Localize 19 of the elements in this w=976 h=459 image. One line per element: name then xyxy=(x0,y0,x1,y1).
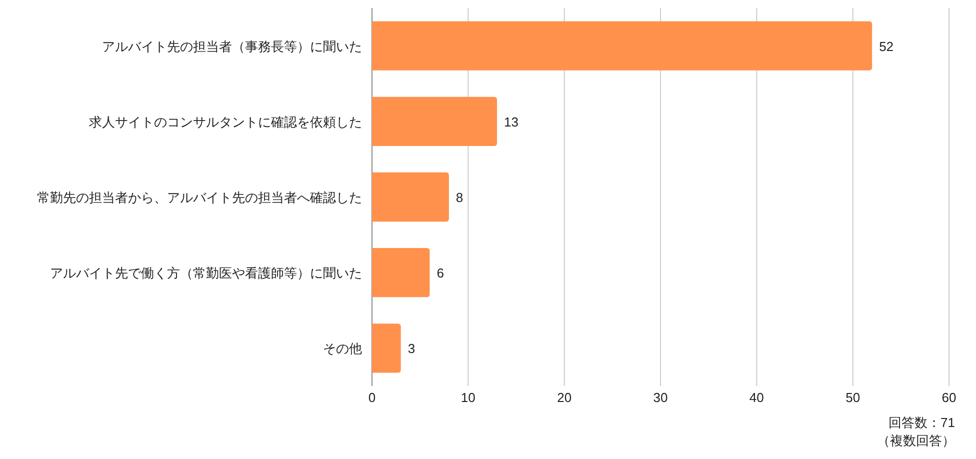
x-tick-label: 50 xyxy=(846,390,860,405)
text: 回答数：71 xyxy=(888,415,955,430)
y-tick-label: 求人サイトのコンサルタントに確認を依頼した xyxy=(89,114,362,130)
data-label: 8 xyxy=(456,190,464,205)
x-tick-label: 20 xyxy=(557,390,572,405)
data-label: 3 xyxy=(408,341,416,356)
x-tick-label: 30 xyxy=(653,390,668,405)
data-label: 52 xyxy=(879,38,894,54)
data-label: 13 xyxy=(504,114,518,130)
x-tick-label: 10 xyxy=(460,390,476,405)
x-tick-label: 0 xyxy=(368,390,376,405)
y-tick-label: その他 xyxy=(323,341,362,356)
y-tick-label: アルバイト先の担当者（事務長等）に聞いた xyxy=(102,38,362,54)
text: （複数回答） xyxy=(877,433,955,448)
y-tick-label: アルバイト先で働く方（常勤医や看護師等）に聞いた xyxy=(50,266,362,281)
y-tick-label: 常勤先の担当者から、アルバイト先の担当者へ確認した xyxy=(37,190,362,205)
x-tick-label: 60 xyxy=(942,390,956,405)
x-tick-label: 40 xyxy=(749,390,764,405)
data-label: 6 xyxy=(436,266,444,281)
